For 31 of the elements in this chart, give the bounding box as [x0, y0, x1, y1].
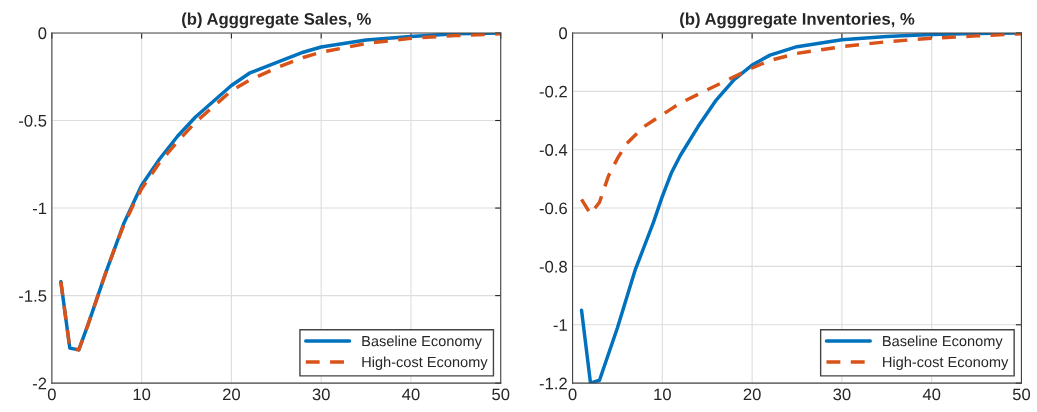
x-tick-label: 10	[133, 388, 151, 401]
chart-title: (b) Agggregate Inventories, %	[680, 12, 915, 29]
y-tick-label: 0	[559, 27, 568, 40]
y-tick-label: -0.6	[539, 202, 567, 215]
x-tick-label: 30	[833, 388, 851, 401]
legend-label: Baseline Economy	[883, 335, 1003, 350]
x-tick-label: 0	[47, 388, 56, 401]
x-tick-label: 40	[402, 388, 420, 401]
x-tick-label: 20	[743, 388, 761, 401]
legend-label: High-cost Economy	[883, 356, 1009, 371]
y-tick-label: -1.5	[19, 290, 47, 302]
legend-label: High-cost Economy	[362, 356, 488, 371]
legend-label: Baseline Economy	[362, 335, 482, 350]
y-tick-label: -0.2	[539, 85, 567, 98]
y-tick-label: -0.8	[539, 260, 567, 273]
y-tick-label: -1	[32, 202, 47, 215]
y-tick-label: -0.5	[19, 114, 47, 127]
chart-title: (b) Agggregate Sales, %	[182, 12, 371, 29]
x-tick-label: 30	[312, 388, 330, 401]
x-tick-label: 10	[654, 388, 671, 401]
x-tick-label: 0	[568, 388, 577, 401]
y-tick-label: -1	[553, 319, 567, 331]
line-series	[59, 32, 501, 352]
y-tick-label: -1.2	[539, 377, 567, 390]
x-tick-label: 50	[492, 388, 510, 401]
y-tick-label: -2	[32, 377, 47, 390]
y-tick-label: 0	[38, 27, 47, 40]
x-tick-label: 40	[922, 388, 941, 401]
x-tick-label: 50	[1012, 388, 1031, 401]
x-tick-label: 20	[222, 388, 241, 401]
y-tick-label: -0.4	[539, 144, 568, 156]
